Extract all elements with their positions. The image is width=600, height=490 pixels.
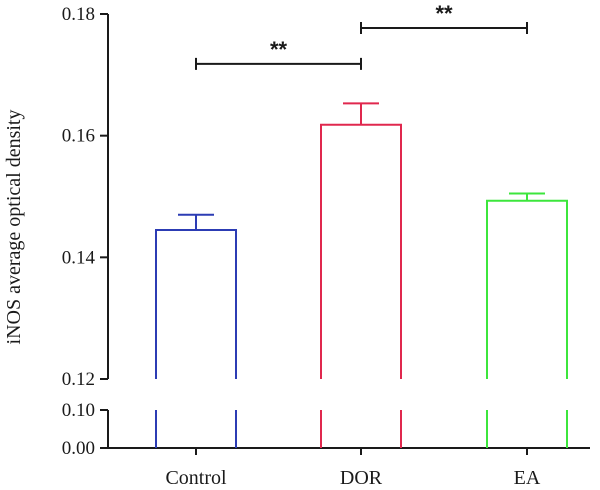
y-axis-label: iNOS average optical density (3, 110, 25, 345)
y-tick-label: 0.10 (62, 400, 95, 421)
bar (320, 123, 402, 379)
y-tick-label: 0.18 (62, 4, 95, 25)
x-tick-label: DOR (340, 467, 383, 489)
significance-label: ** (435, 1, 453, 26)
y-tick-label: 0.12 (62, 369, 95, 390)
bar (486, 199, 568, 379)
significance-label: ** (270, 37, 288, 62)
y-tick-label: 0.16 (62, 126, 95, 147)
bar (155, 228, 237, 379)
y-tick-label: 0.00 (62, 438, 95, 459)
y-tick-label: 0.14 (62, 247, 96, 268)
x-tick-label: Control (165, 467, 227, 489)
x-tick-label: EA (514, 467, 541, 489)
